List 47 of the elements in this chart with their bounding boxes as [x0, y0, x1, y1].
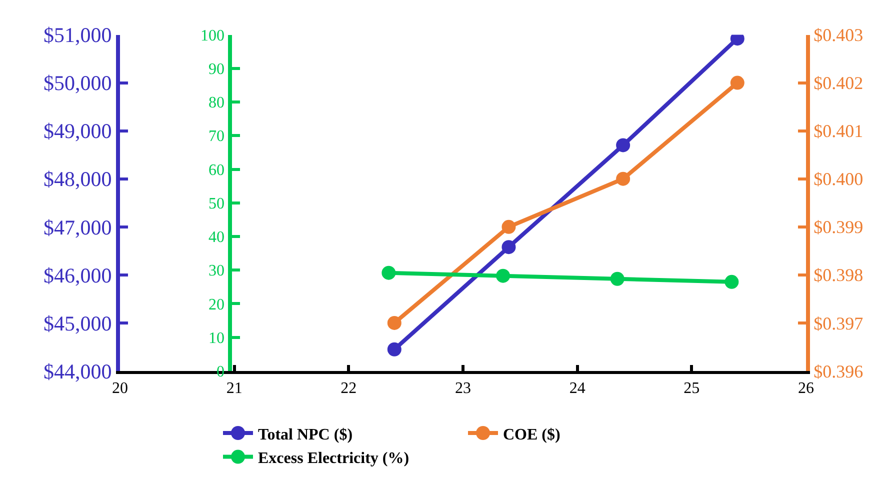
x-tick-label: 24 — [569, 380, 586, 398]
y2-tick-label: $0.402 — [814, 73, 864, 94]
y3-tick-label: 70 — [208, 128, 225, 146]
y-tick-label: $44,000 — [44, 359, 112, 384]
y2-tick-label: $0.403 — [814, 25, 864, 46]
x-tick-label: 23 — [455, 380, 471, 398]
y-tick-label: $49,000 — [44, 119, 112, 144]
point — [382, 266, 396, 280]
y-tick-label: $51,000 — [44, 23, 112, 48]
y2-tick-label: $0.398 — [814, 265, 864, 286]
x-tick-label: 26 — [798, 380, 814, 398]
y2-tick-label: $0.401 — [814, 121, 864, 142]
y-tick-label: $50,000 — [44, 71, 112, 96]
y-tick-label: $47,000 — [44, 215, 112, 240]
x-tick-label: 21 — [226, 380, 242, 398]
y2-tick-label: $0.399 — [814, 217, 864, 238]
legend-label: Total NPC ($) — [258, 426, 353, 444]
y-tick-label: $48,000 — [44, 167, 112, 192]
y3-tick-label: 20 — [208, 296, 225, 314]
y3-tick-label: 100 — [200, 27, 225, 44]
y3-tick-label: 50 — [208, 195, 225, 212]
y3-tick-label: 80 — [208, 94, 225, 112]
y2-tick-label: $0.396 — [814, 361, 864, 382]
point — [502, 240, 516, 254]
x-tick-label: 20 — [112, 380, 128, 398]
point — [730, 76, 744, 90]
x-tick-label: 22 — [340, 380, 357, 398]
point — [616, 138, 630, 152]
legend-label: COE ($) — [503, 426, 560, 444]
y2-tick-label: $0.397 — [814, 313, 864, 334]
y3-tick-label: 40 — [208, 229, 225, 246]
point — [610, 272, 624, 286]
y3-tick-label: 30 — [208, 262, 225, 280]
y3-tick-label: 90 — [208, 60, 225, 78]
point — [387, 342, 402, 356]
point — [387, 316, 402, 330]
x-tick-label: 25 — [684, 380, 700, 398]
y2-tick-label: $0.400 — [814, 169, 864, 190]
point — [496, 268, 510, 283]
y3-tick-label: 60 — [208, 162, 225, 179]
y-tick-label: $46,000 — [44, 263, 112, 288]
y3-tick-label: 10 — [208, 330, 225, 347]
point — [616, 172, 630, 186]
point — [724, 274, 739, 289]
legend-label: Excess Electricity (%) — [258, 450, 410, 468]
point — [502, 220, 516, 234]
y-tick-label: $45,000 — [44, 311, 112, 336]
